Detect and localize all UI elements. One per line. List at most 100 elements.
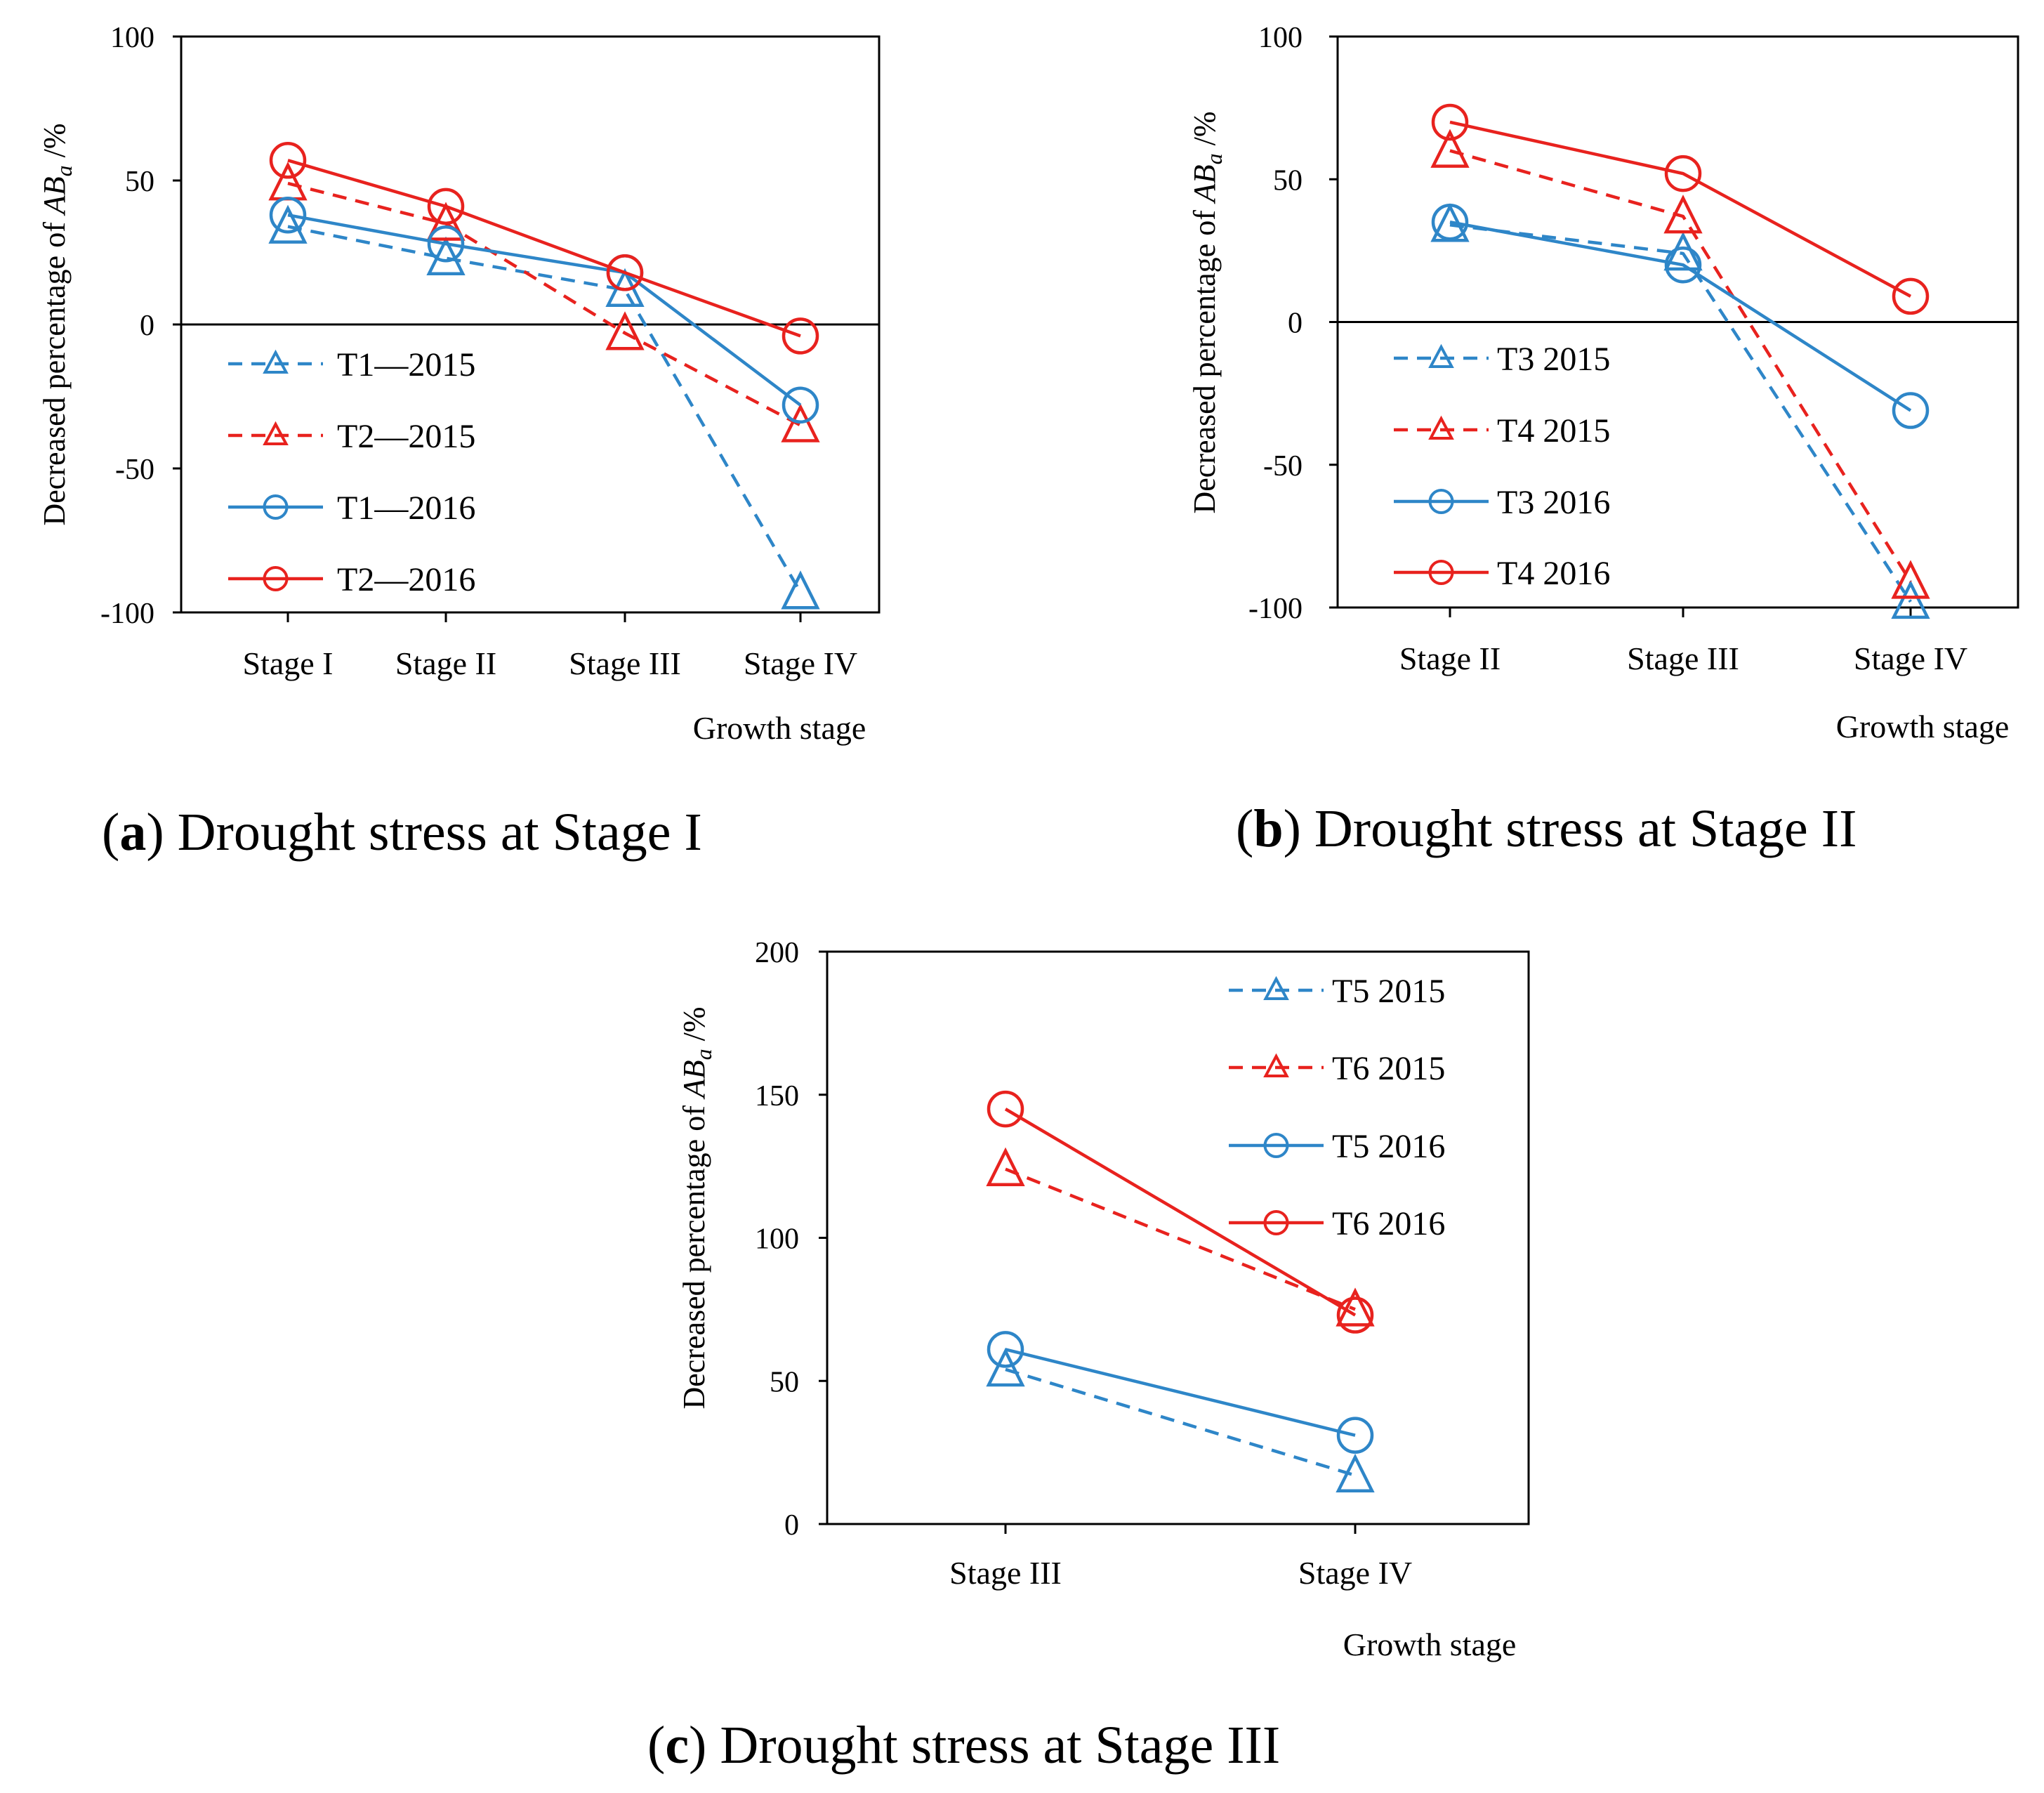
y-axis-title: Decreased percentage of ABa /%: [1187, 111, 1227, 513]
x-tick-label: Stage IV: [1854, 641, 1967, 676]
chart-panel-c: 0 50 100 150 200 Stage III Stage IV Growth stag…: [647, 937, 1530, 1775]
data-point-circle: [1892, 392, 1930, 429]
series-line: [287, 159, 801, 338]
legend-marker-triangle: [1428, 343, 1454, 368]
caption-text: ) Drought stress at Stage I: [146, 803, 702, 862]
legend-label: T4 2015: [1497, 412, 1610, 449]
legend-label: T1—2015: [337, 346, 475, 383]
legend-label: T2—2016: [337, 561, 475, 598]
caption-open: (: [647, 1716, 665, 1775]
y-axis-title-main: Decreased percentage of: [677, 1098, 711, 1409]
legend-marker-circle: [1428, 489, 1454, 514]
y-axis-title: Decreased percentage of ABa /%: [37, 123, 77, 525]
series-t6-2016: [987, 1090, 1374, 1334]
series-t4-2016: [1431, 103, 1930, 315]
caption-open: (: [102, 803, 119, 862]
series-t6-2015: [986, 1147, 1375, 1327]
data-point-circle: [987, 1090, 1024, 1128]
series-t1-2015: [268, 204, 820, 610]
data-point-triangle: [605, 311, 645, 350]
series-t5-2016: [987, 1331, 1374, 1454]
legend-marker-triangle: [1263, 1053, 1289, 1077]
x-tick-label: Stage II: [395, 645, 496, 681]
data-point-circle: [1892, 277, 1930, 315]
caption-letter: c: [665, 1716, 689, 1775]
legend-label: T1—2016: [337, 490, 475, 527]
data-point-circle: [987, 1331, 1024, 1368]
caption-letter: a: [119, 803, 146, 862]
chart-panel-b: -100 -50 0 50 100 Stage II Stage III Stage IV Gr…: [1187, 22, 2019, 858]
y-axis-title-unit: /%: [1187, 111, 1222, 153]
legend-marker-circle: [263, 566, 289, 591]
data-point-circle: [269, 142, 307, 179]
y-tick-label: 50: [770, 1366, 799, 1398]
caption-open: (: [1236, 799, 1253, 858]
caption-letter: b: [1253, 799, 1283, 858]
caption-text: ) Drought stress at Stage II: [1284, 799, 1857, 858]
data-point-triangle: [1430, 129, 1470, 168]
data-point-circle: [1431, 203, 1469, 241]
data-point-circle: [1336, 1296, 1374, 1334]
series-t2-2015: [268, 162, 820, 442]
data-point-triangle: [1336, 1453, 1375, 1492]
y-axis-title: Decreased percentage of ABa /%: [677, 1006, 716, 1409]
legend-marker-circle: [1428, 560, 1454, 585]
series-line: [287, 225, 802, 593]
x-axis-title: Growth stage: [1836, 709, 2010, 744]
data-point-triangle: [1891, 579, 1930, 619]
data-point-circle: [1664, 155, 1702, 192]
x-tick-label: Stage III: [569, 645, 681, 681]
data-point-triangle: [1891, 560, 1930, 599]
y-axis-title-main: Decreased percentage of: [37, 214, 72, 525]
y-tick-label: -100: [1248, 593, 1303, 625]
x-tick-label: Stage IV: [1298, 1555, 1412, 1591]
y-tick-label: 150: [755, 1080, 799, 1112]
legend-label: T3 2016: [1497, 484, 1610, 521]
y-tick-label: 50: [125, 166, 154, 198]
y-tick-label: -50: [1263, 450, 1303, 482]
x-tick-label: Stage III: [1627, 641, 1739, 676]
y-axis-title-sub: a: [691, 1049, 716, 1060]
legend-label: T6 2015: [1332, 1050, 1445, 1087]
data-point-circle: [1431, 103, 1469, 141]
series-line: [1005, 1167, 1356, 1311]
y-axis-title-italic: AB: [37, 176, 72, 216]
series-line: [1449, 223, 1912, 603]
y-tick-label: -50: [115, 454, 154, 486]
data-point-triangle: [781, 403, 820, 442]
series-t1-2016: [269, 196, 819, 424]
y-axis-title-sub: a: [1201, 153, 1227, 164]
series-line: [1005, 1367, 1356, 1477]
legend-label: T5 2015: [1332, 973, 1445, 1010]
series-line: [1449, 221, 1912, 412]
y-axis-title-unit: /%: [677, 1006, 711, 1049]
chart-panel-a: -100 -50 0 50 100 Stage I Stage II Stage III Sta…: [37, 22, 881, 862]
series-t4-2015: [1430, 129, 1930, 599]
y-axis-title-italic: AB: [677, 1060, 711, 1100]
data-point-triangle: [268, 204, 308, 244]
y-tick-label: 200: [755, 937, 799, 969]
panel-caption: (c) Drought stress at Stage III: [647, 1716, 1280, 1775]
caption-text: ) Drought stress at Stage III: [689, 1716, 1280, 1775]
data-point-triangle: [986, 1147, 1025, 1186]
y-axis-title-sub: a: [51, 165, 77, 176]
series-line: [287, 213, 802, 407]
legend-label: T3 2015: [1497, 341, 1610, 378]
data-point-circle: [427, 188, 465, 225]
y-axis-title-italic: AB: [1187, 164, 1222, 204]
series-t5-2015: [986, 1347, 1375, 1492]
data-point-circle: [269, 196, 307, 234]
legend-marker-circle: [1263, 1210, 1289, 1235]
x-tick-label: Stage III: [949, 1555, 1062, 1591]
data-point-circle: [427, 225, 465, 263]
series-line: [287, 181, 802, 427]
x-axis-title: Growth stage: [693, 710, 866, 746]
series-line: [1449, 149, 1912, 583]
x-tick-label: Stage I: [242, 645, 333, 681]
x-axis-title: Growth stage: [1343, 1627, 1517, 1662]
legend-label: T5 2016: [1332, 1128, 1445, 1165]
series-line: [1005, 1348, 1356, 1437]
series-line: [1449, 120, 1912, 298]
series-t2-2016: [269, 142, 819, 355]
